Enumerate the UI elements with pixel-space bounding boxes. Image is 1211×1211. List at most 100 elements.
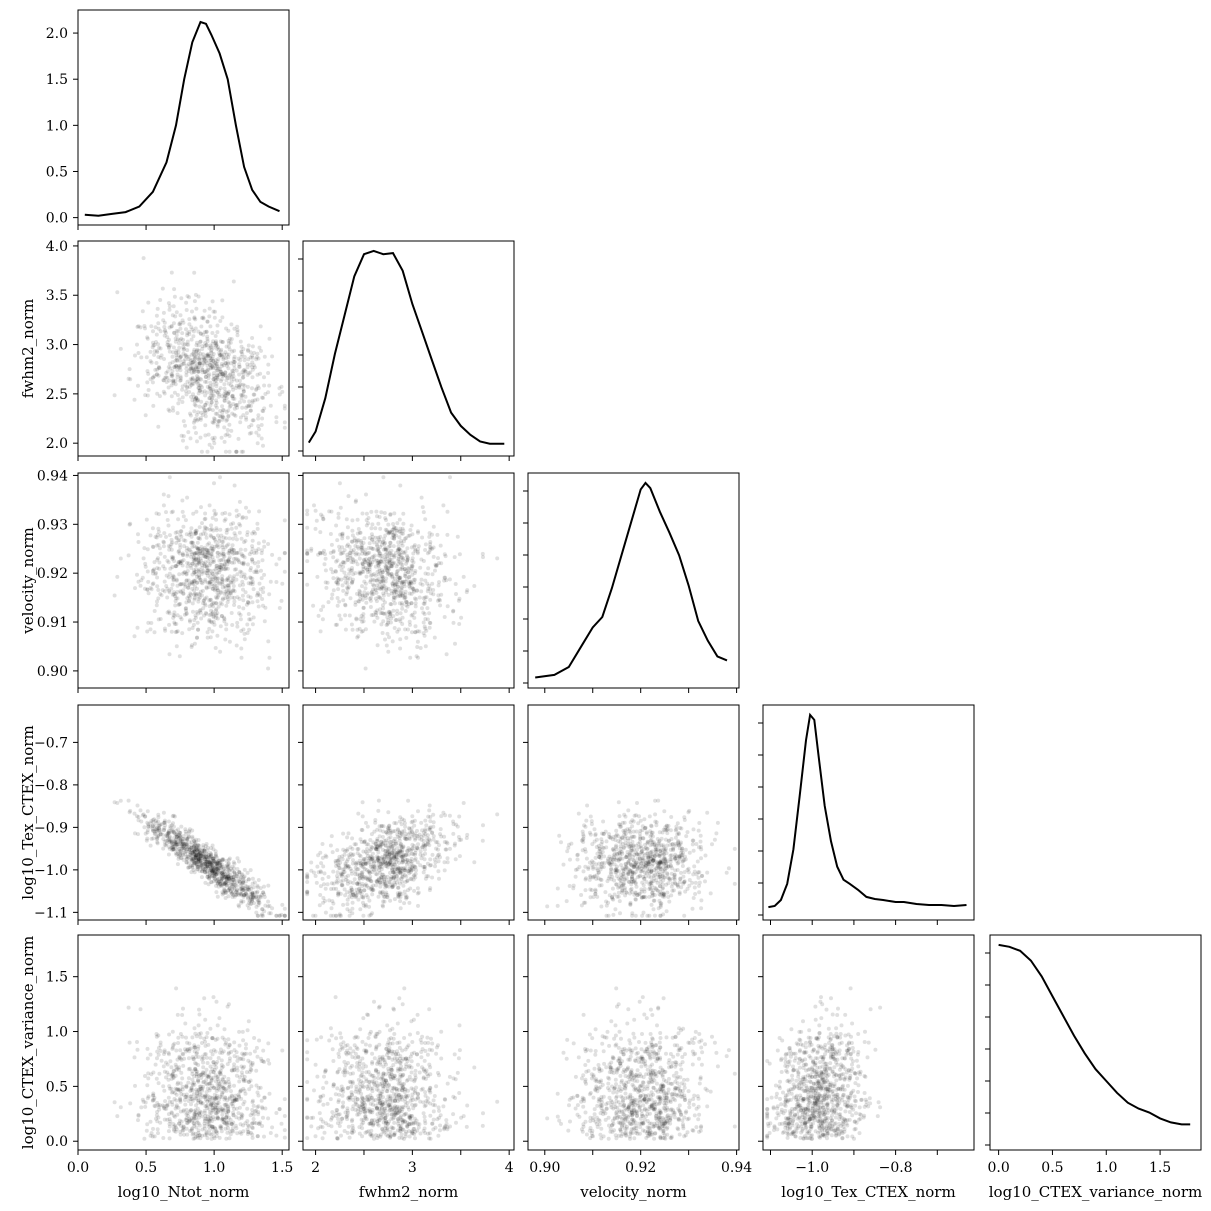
scatter-point: [172, 294, 177, 299]
scatter-point: [155, 391, 160, 396]
scatter-point: [402, 582, 406, 587]
scatter-point: [305, 582, 310, 587]
scatter-point: [166, 523, 171, 528]
scatter-point: [219, 362, 224, 366]
scatter-point: [202, 370, 207, 375]
scatter-point: [216, 604, 221, 609]
scatter-point: [215, 323, 220, 328]
scatter-point: [421, 870, 426, 875]
scatter-point: [437, 580, 441, 585]
scatter-point: [338, 879, 343, 884]
scatter-point: [413, 630, 418, 635]
scatter-point: [181, 438, 185, 443]
scatter-point: [164, 380, 169, 384]
scatter-point: [206, 551, 211, 556]
scatter-point: [231, 374, 236, 379]
scatter-point: [282, 406, 287, 411]
scatter-point: [191, 609, 195, 614]
scatter-point: [413, 848, 418, 853]
scatter-point: [214, 339, 218, 344]
scatter-point: [431, 820, 436, 825]
scatter-point: [216, 345, 220, 350]
scatter-point: [208, 343, 213, 348]
scatter-point: [322, 548, 326, 553]
scatter-point: [180, 384, 185, 389]
scatter-point: [237, 530, 242, 535]
scatter-point: [240, 393, 245, 397]
scatter-point: [219, 364, 224, 368]
scatter-point: [170, 557, 175, 561]
scatter-point: [347, 613, 352, 618]
scatter-point: [238, 420, 243, 425]
scatter-point: [208, 356, 213, 361]
scatter-point: [190, 626, 195, 630]
scatter-point: [221, 553, 226, 558]
scatter-point: [237, 512, 241, 517]
scatter-point: [419, 589, 424, 594]
scatter-point: [190, 366, 195, 371]
scatter-point: [642, 817, 647, 822]
scatter-point: [421, 830, 426, 835]
scatter-point: [174, 333, 179, 338]
scatter-point: [210, 516, 215, 520]
scatter-point: [247, 403, 252, 408]
scatter-point: [593, 855, 598, 860]
scatter-point: [345, 897, 350, 902]
scatter-point: [148, 377, 153, 382]
scatter-point: [255, 897, 260, 902]
scatter-point: [428, 546, 433, 551]
scatter-point: [714, 831, 719, 836]
scatter-point: [164, 534, 168, 539]
scatter-point: [400, 543, 405, 548]
scatter-point: [384, 856, 389, 861]
scatter-point: [237, 364, 241, 369]
scatter-point: [262, 354, 267, 359]
scatter-point: [173, 382, 178, 387]
scatter-point: [343, 627, 348, 632]
scatter-point: [220, 404, 225, 409]
scatter-point: [320, 617, 325, 622]
scatter-point: [188, 377, 193, 382]
scatter-point: [196, 382, 201, 387]
y-tick-label: −0.9: [34, 820, 68, 836]
scatter-point: [211, 371, 216, 376]
scatter-point: [241, 387, 246, 392]
scatter-point: [234, 386, 239, 390]
scatter-point: [259, 568, 263, 573]
scatter-point: [239, 655, 244, 660]
scatter-point: [238, 547, 243, 552]
scatter-point: [193, 840, 198, 845]
scatter-point: [169, 383, 174, 388]
scatter-point: [256, 413, 261, 418]
scatter-point: [162, 579, 167, 584]
scatter-point: [183, 353, 188, 358]
scatter-point: [362, 536, 367, 541]
scatter-point: [165, 340, 170, 345]
scatter-point: [135, 342, 139, 347]
scatter-point: [330, 592, 335, 597]
scatter-point: [398, 906, 403, 911]
scatter-point: [351, 577, 356, 582]
scatter-point: [404, 862, 409, 867]
scatter-point: [190, 398, 195, 403]
scatter-point: [377, 824, 382, 829]
scatter-point: [260, 597, 265, 601]
scatter-point: [202, 525, 207, 530]
scatter-point: [148, 359, 153, 364]
scatter-point: [207, 396, 212, 401]
scatter-point: [226, 597, 231, 602]
scatter-point: [215, 554, 220, 559]
scatter-point: [370, 592, 375, 597]
scatter-point: [210, 420, 215, 425]
scatter-point: [196, 557, 200, 562]
scatter-point: [222, 395, 227, 400]
scatter-point: [187, 367, 192, 372]
scatter-point: [126, 376, 131, 381]
scatter-point: [416, 842, 420, 847]
scatter-point: [363, 586, 368, 591]
scatter-point: [224, 409, 229, 414]
scatter-point: [331, 869, 336, 874]
scatter-point: [226, 328, 231, 333]
scatter-point: [237, 384, 242, 389]
scatter-point: [196, 627, 200, 632]
